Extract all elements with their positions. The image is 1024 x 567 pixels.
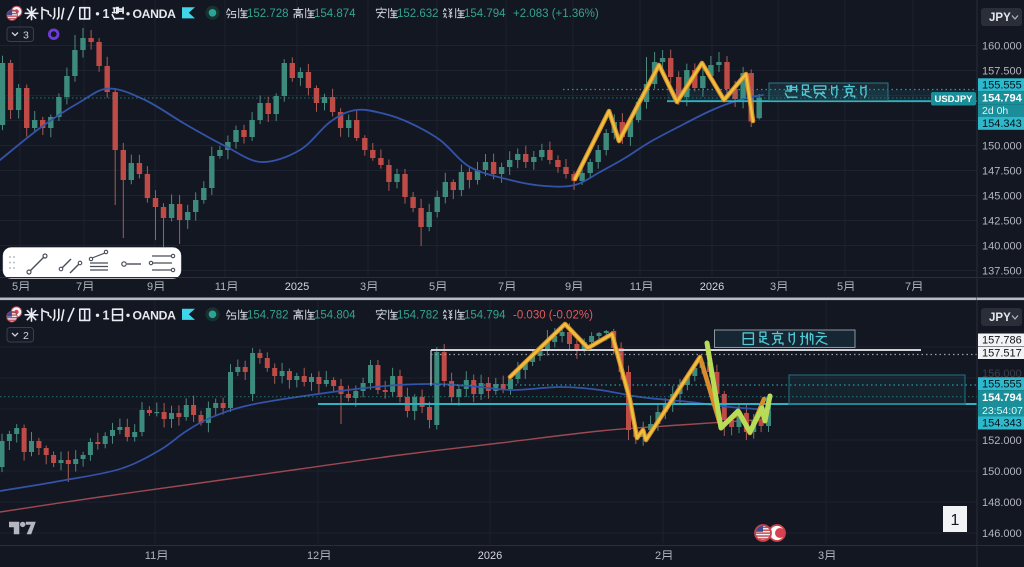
svg-text:154.782: 154.782 [247,310,289,322]
svg-text:7: 7 [498,281,504,293]
svg-text:1: 1 [103,7,110,21]
svg-text:152.728: 152.728 [247,8,289,20]
svg-text:140.000: 140.000 [982,241,1022,253]
svg-text:23:54:07: 23:54:07 [982,405,1023,417]
svg-text:9: 9 [147,281,153,293]
svg-text:145.000: 145.000 [982,191,1022,203]
svg-text:2026: 2026 [700,281,724,293]
svg-text:OANDA: OANDA [133,7,177,21]
svg-text:2026: 2026 [478,550,502,562]
svg-text:142.500: 142.500 [982,216,1022,228]
svg-text:137.500: 137.500 [982,266,1022,278]
svg-text:148.000: 148.000 [982,497,1022,509]
svg-text:154.794: 154.794 [464,310,506,322]
svg-text:156.000: 156.000 [982,368,1022,380]
svg-text:155.555: 155.555 [982,79,1022,91]
svg-text:11: 11 [215,281,226,293]
svg-text:11: 11 [145,550,156,562]
svg-text:5: 5 [429,281,435,293]
svg-text:2025: 2025 [285,281,309,293]
svg-text:150.000: 150.000 [982,466,1022,478]
svg-text:7: 7 [905,281,911,293]
svg-text:157.517: 157.517 [982,348,1022,360]
svg-text:3: 3 [360,281,366,293]
svg-text:155.555: 155.555 [982,378,1022,390]
svg-text:3: 3 [23,30,29,42]
svg-text:2d 0h: 2d 0h [982,105,1008,117]
svg-text:-0.030 (-0.02%): -0.030 (-0.02%) [513,310,593,322]
svg-text:157.500: 157.500 [982,66,1022,78]
svg-text:7: 7 [76,281,82,293]
svg-text:152.000: 152.000 [982,435,1022,447]
svg-text:+2.083 (+1.36%): +2.083 (+1.36%) [513,8,599,20]
svg-text:154.343: 154.343 [982,418,1022,430]
svg-text:152.632: 152.632 [397,8,439,20]
svg-text:154.794: 154.794 [464,8,506,20]
svg-text:157.786: 157.786 [982,335,1022,347]
svg-text:11: 11 [630,281,641,293]
svg-text:9: 9 [565,281,571,293]
svg-text:154.794: 154.794 [982,392,1023,404]
svg-text:154.794: 154.794 [982,92,1023,104]
svg-text:3: 3 [770,281,776,293]
svg-text:OANDA: OANDA [133,309,177,323]
svg-text:12: 12 [307,550,319,562]
svg-text:154.343: 154.343 [982,118,1022,130]
svg-text:USDJPY: USDJPY [934,94,973,105]
svg-text:2: 2 [23,330,29,342]
svg-text:JPY: JPY [989,12,1011,24]
svg-text:150.000: 150.000 [982,141,1022,153]
svg-text:5: 5 [837,281,843,293]
svg-text:2: 2 [655,550,661,562]
svg-text:3: 3 [818,550,824,562]
svg-text:160.000: 160.000 [982,41,1022,53]
svg-text:1: 1 [951,512,960,529]
svg-text:5: 5 [12,281,18,293]
svg-text:154.874: 154.874 [314,8,356,20]
svg-text:147.500: 147.500 [982,166,1022,178]
svg-text:154.804: 154.804 [314,310,356,322]
svg-text:154.782: 154.782 [397,310,439,322]
svg-text:1: 1 [103,309,110,323]
svg-text:JPY: JPY [989,312,1011,324]
svg-text:146.000: 146.000 [982,528,1022,540]
